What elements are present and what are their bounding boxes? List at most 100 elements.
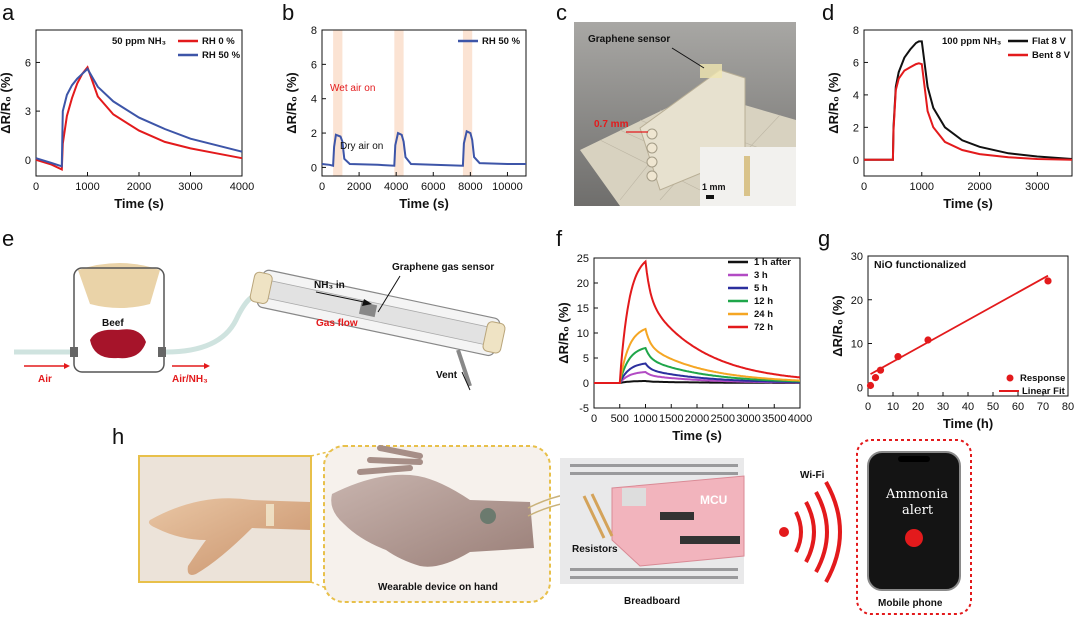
legend-d: 100 ppm NH₃ Flat 8 V Bent 8 V — [942, 36, 1071, 61]
panel-label-e: e — [2, 226, 14, 251]
y-tick-label: 10 — [577, 328, 589, 340]
series-line — [321, 129, 526, 167]
x-tick-label: 2000 — [685, 413, 709, 425]
data-point — [876, 366, 885, 374]
panel-label-c: c — [556, 0, 567, 25]
dry-air-note: Dry air on — [340, 141, 383, 152]
x-axis-label: Time (h) — [943, 416, 993, 431]
y-tick-label: 6 — [311, 59, 317, 71]
x-tick-label: 2000 — [127, 181, 151, 193]
plot-frame — [321, 29, 527, 177]
shaded-band — [394, 30, 404, 176]
breadboard-caption: Breadboard — [624, 596, 680, 607]
legend-f-item-5: 72 h — [754, 322, 773, 333]
x-axis-label: Time (s) — [114, 196, 164, 211]
x-tick-label: 0 — [319, 181, 325, 193]
x-tick-label: 40 — [962, 401, 974, 413]
series-line — [35, 67, 243, 168]
y-tick-label: 10 — [851, 339, 863, 351]
y-tick-label: 2 — [853, 122, 859, 134]
legend-d-item-0: Flat 8 V — [1032, 36, 1066, 47]
series-line — [594, 346, 800, 384]
x-tick-label: 2000 — [967, 181, 991, 193]
beef-label: Beef — [102, 318, 124, 329]
y-axis-label: ΔR/R₀ (%) — [284, 72, 299, 133]
x-tick-label: 70 — [1037, 401, 1049, 413]
chart-a: 0 1000 2000 3000 4000 0 3 6 Time (s) ΔR/R₀ (%) — [0, 29, 254, 211]
y-tick-label: 0 — [311, 162, 317, 174]
legend-a-item-0: RH 0 % — [202, 36, 235, 47]
legend-b-item-0: RH 50 % — [482, 36, 521, 47]
x-tick-label: 20 — [912, 401, 924, 413]
x-tick-label: 2500 — [711, 413, 735, 425]
series-line — [594, 327, 800, 384]
alert-line-2: alert — [902, 503, 934, 518]
plot-frame — [863, 29, 1073, 177]
x-tick-label: 60 — [1012, 401, 1024, 413]
y-tick-label: 8 — [853, 25, 859, 37]
panel-label-a: a — [2, 0, 15, 25]
x-tick-label: 0 — [33, 181, 39, 193]
x-axis-label: Time (s) — [399, 196, 449, 211]
x-tick-label: 4000 — [230, 181, 254, 193]
legend-g-item-1: Linear Fit — [1022, 386, 1066, 397]
chart-f: 0 500 1000 1500 2000 2500 3000 3500 4000-5051015… — [556, 253, 812, 443]
legend-d-title: 100 ppm NH₃ — [942, 36, 1001, 47]
legend-a: 50 ppm NH₃ RH 0 % RH 50 % — [112, 36, 241, 61]
sensor-chamber — [249, 269, 506, 357]
y-tick-label: 25 — [577, 253, 589, 265]
y-tick-label: 20 — [851, 295, 863, 307]
schematic-e — [14, 263, 506, 391]
x-tick-label: 1000 — [633, 413, 657, 425]
x-tick-label: 6000 — [421, 181, 445, 193]
chart-g-title: NiO functionalized — [874, 259, 966, 271]
y-tick-label: 0 — [583, 378, 589, 390]
x-tick-label: 4000 — [384, 181, 408, 193]
graphene-sensor-chip — [700, 64, 722, 78]
y-tick-label: 6 — [853, 57, 859, 69]
y-tick-label: 15 — [577, 303, 589, 315]
data-point — [866, 381, 875, 390]
legend-a-item-1: RH 50 % — [202, 50, 241, 61]
wifi-icon — [794, 511, 803, 553]
legend-f-item-2: 5 h — [754, 283, 768, 294]
legend-g-marker — [1006, 374, 1014, 382]
legend-g-item-0: Response — [1020, 373, 1065, 384]
legend-f-item-3: 12 h — [754, 296, 773, 307]
mcu-label: MCU — [700, 493, 727, 507]
series-line — [864, 62, 1073, 161]
panel-label-b: b — [282, 0, 294, 25]
lid — [78, 263, 160, 308]
alert-line-1: Ammonia — [885, 487, 948, 502]
series-line — [594, 362, 800, 384]
scale-note: 1 mm — [702, 182, 726, 192]
gas-flow-label: Gas flow — [316, 318, 358, 329]
y-tick-label: 0 — [853, 155, 859, 167]
x-tick-label: 1500 — [659, 413, 683, 425]
y-tick-label: 5 — [583, 353, 589, 365]
beaker — [73, 267, 165, 373]
wet-air-note: Wet air on — [330, 83, 375, 94]
glove-sensor — [480, 508, 496, 524]
sensor-label: Graphene gas sensor — [392, 262, 494, 273]
panel-label-f: f — [556, 226, 563, 251]
chart-d: 0 1000 2000 3000 0 2 4 6 8 Time (s) ΔR/R₀ (%) — [826, 25, 1073, 211]
legend-f-item-1: 3 h — [754, 270, 768, 281]
vent-label: Vent — [436, 370, 458, 381]
wifi-label: Wi-Fi — [800, 470, 825, 481]
wifi-source — [779, 527, 789, 537]
chart-g: 0 10 20 30 40 50 60 70 80 0 10 20 30 Time (h) ΔR/R₀ (%… — [830, 251, 1074, 431]
y-tick-label: -5 — [579, 403, 589, 415]
y-tick-label: 8 — [311, 25, 317, 37]
x-tick-label: 80 — [1062, 401, 1074, 413]
legend-a-title: 50 ppm NH₃ — [112, 36, 166, 47]
y-tick-label: 20 — [577, 278, 589, 290]
y-tick-label: 6 — [25, 57, 31, 69]
legend-g: Response Linear Fit — [999, 373, 1066, 397]
y-tick-label: 0 — [857, 382, 863, 394]
data-point — [894, 353, 902, 361]
air-nh3-label: Air/NH₃ — [172, 374, 208, 385]
x-tick-label: 0 — [865, 401, 871, 413]
y-axis-label: ΔR/R₀ (%) — [830, 295, 845, 356]
